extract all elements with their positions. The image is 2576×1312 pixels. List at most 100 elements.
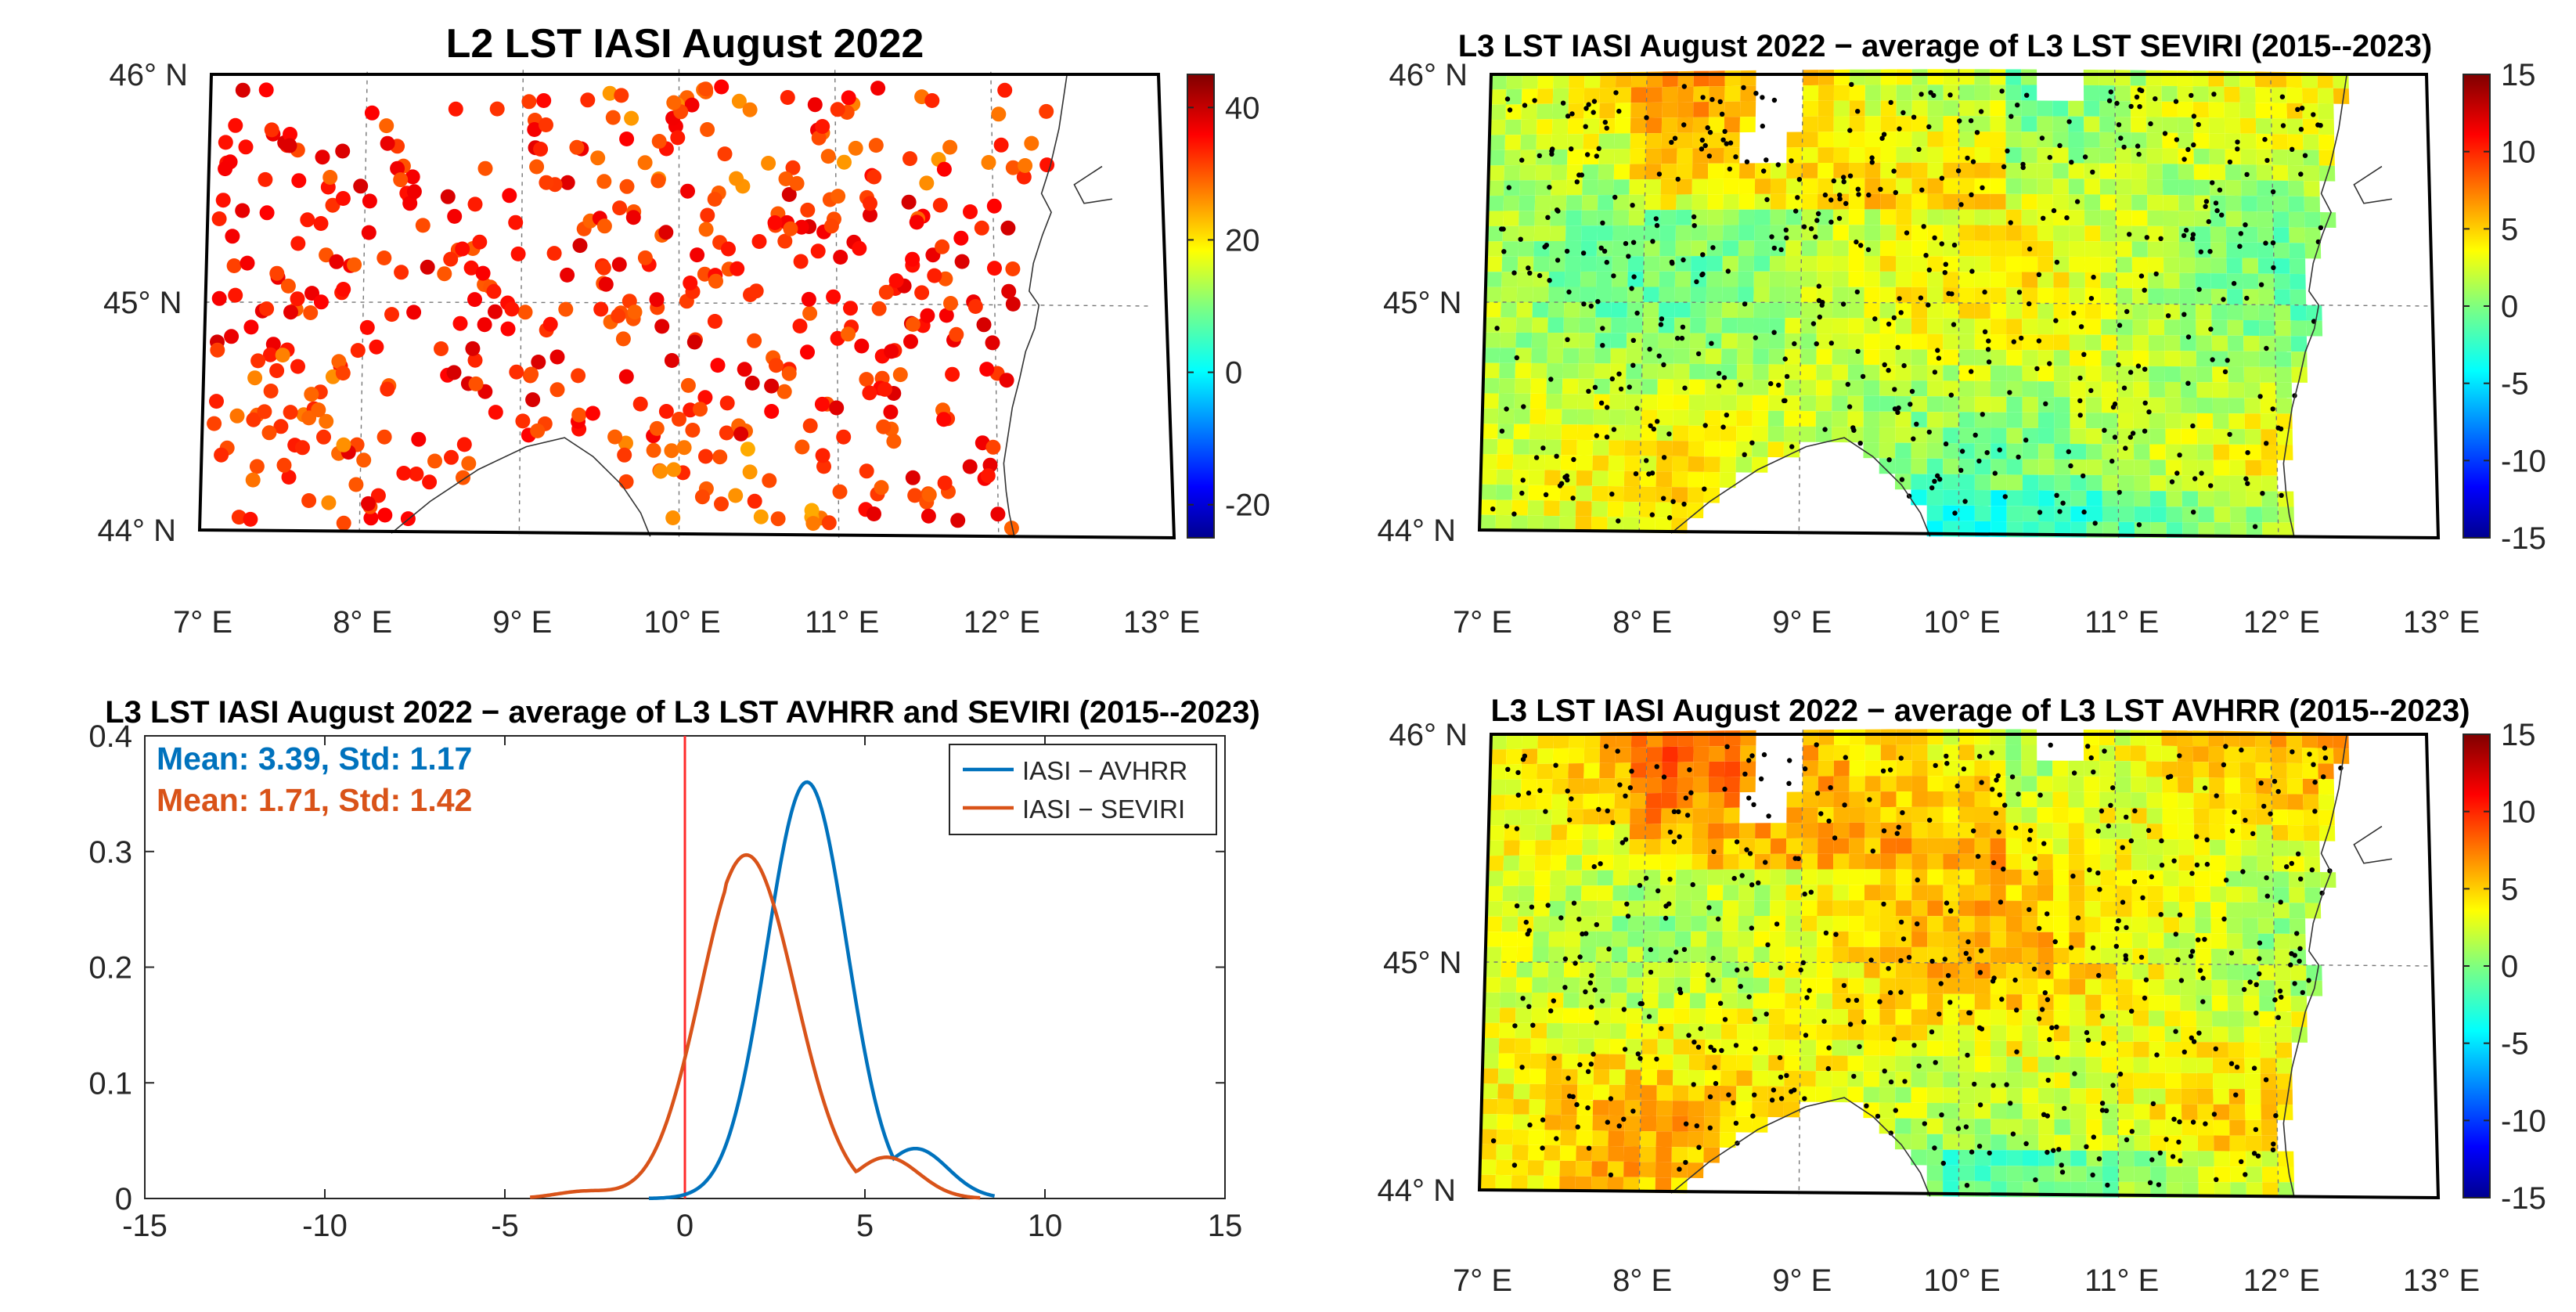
lst-point	[243, 511, 258, 527]
difference-cell	[1864, 271, 1880, 287]
difference-cell	[1481, 1098, 1498, 1115]
difference-cell	[1974, 1103, 1991, 1119]
difference-cell	[2260, 413, 2277, 430]
difference-cell	[2213, 428, 2229, 445]
difference-cell	[2193, 808, 2210, 824]
difference-cell	[2318, 794, 2335, 810]
station-point	[1990, 787, 1995, 792]
difference-cell	[2196, 1058, 2213, 1073]
lst-point	[1001, 283, 1017, 299]
lst-point	[680, 377, 696, 393]
difference-cell	[1688, 1069, 1705, 1086]
lst-point	[214, 447, 229, 463]
difference-cell	[1832, 333, 1849, 350]
station-point	[1922, 1121, 1927, 1126]
difference-cell	[1802, 116, 1818, 132]
difference-cell	[1802, 791, 1818, 808]
difference-cell	[2052, 838, 2069, 855]
difference-cell	[2163, 979, 2181, 996]
difference-cell	[1559, 1145, 1576, 1161]
difference-cell	[1673, 333, 1691, 349]
difference-cell	[2276, 429, 2293, 445]
difference-cell	[2240, 793, 2257, 809]
difference-cell	[1641, 379, 1658, 395]
difference-cell	[2022, 947, 2038, 964]
longitude-labels: 7° E 8° E 9° E 10° E 11° E 12° E 13° E	[1453, 605, 2480, 640]
station-point	[1670, 499, 1676, 504]
lst-point	[361, 496, 376, 511]
difference-cell	[1974, 365, 1991, 381]
difference-cell	[2243, 351, 2260, 367]
difference-cell	[2084, 225, 2101, 242]
difference-cell	[1927, 962, 1944, 979]
difference-cell	[1506, 733, 1522, 750]
difference-cell	[1736, 410, 1753, 427]
difference-cell	[2244, 1073, 2261, 1090]
difference-cell	[1672, 1101, 1689, 1116]
difference-cell	[1958, 729, 1975, 745]
difference-cell	[1488, 840, 1504, 856]
difference-cell	[1550, 870, 1566, 886]
station-point	[1644, 458, 1649, 463]
difference-cell	[1990, 885, 2006, 901]
difference-cell	[2178, 211, 2195, 227]
station-point	[1919, 187, 1925, 193]
station-point	[1828, 341, 1834, 346]
lst-point	[776, 384, 792, 399]
difference-cell	[1911, 396, 1927, 413]
difference-cell	[1626, 363, 1642, 380]
map-frame	[1477, 73, 2441, 540]
difference-cell	[1802, 163, 1818, 178]
difference-cell	[1816, 1008, 1832, 1025]
station-point	[1771, 245, 1777, 251]
difference-cell	[1500, 992, 1516, 1008]
difference-cell	[2161, 101, 2178, 117]
difference-cell	[1802, 760, 1818, 777]
difference-cell	[2150, 1182, 2167, 1198]
difference-cell	[1566, 164, 1583, 180]
difference-cell	[1707, 178, 1724, 195]
difference-cell	[1534, 870, 1551, 886]
difference-cell	[2226, 258, 2243, 274]
station-point	[2091, 1134, 2096, 1140]
difference-cell	[1816, 978, 1832, 994]
difference-cell	[1958, 412, 1975, 428]
difference-cell	[2286, 778, 2304, 795]
difference-cell	[1720, 1132, 1736, 1148]
difference-cell	[1720, 472, 1736, 488]
difference-cell	[1864, 931, 1880, 947]
difference-cell	[1911, 178, 1928, 194]
difference-cell	[1974, 1087, 1991, 1104]
station-point	[1980, 185, 1985, 190]
station-point	[2045, 1149, 2050, 1155]
difference-cell	[1879, 442, 1896, 459]
difference-cell	[1550, 210, 1566, 226]
station-point	[1707, 129, 1713, 135]
lst-point	[685, 423, 701, 438]
lst-point	[376, 429, 392, 445]
station-point	[1621, 1116, 1627, 1122]
graticule-meridian	[2270, 71, 2279, 539]
difference-cell	[2230, 1182, 2246, 1198]
difference-cell	[1660, 178, 1677, 195]
difference-cell	[1739, 777, 1756, 793]
difference-cell	[1911, 776, 1928, 791]
difference-cell	[1655, 1162, 1672, 1178]
difference-cell	[1991, 1119, 2007, 1135]
difference-cell	[2274, 933, 2290, 950]
lst-point	[921, 508, 936, 524]
station-point	[1750, 1113, 1756, 1119]
difference-cell	[2054, 1150, 2071, 1166]
difference-cell	[1608, 455, 1625, 471]
difference-cell	[1548, 272, 1565, 287]
difference-cell	[1659, 962, 1675, 978]
difference-cell	[1673, 1039, 1690, 1055]
difference-cell	[1943, 302, 1959, 319]
lst-point	[525, 392, 541, 408]
difference-cell	[1990, 900, 2006, 917]
difference-cell	[1943, 162, 1959, 178]
difference-cell	[2021, 69, 2037, 85]
difference-cell	[1614, 133, 1630, 150]
lst-point	[290, 291, 305, 307]
difference-cell	[2225, 133, 2241, 150]
